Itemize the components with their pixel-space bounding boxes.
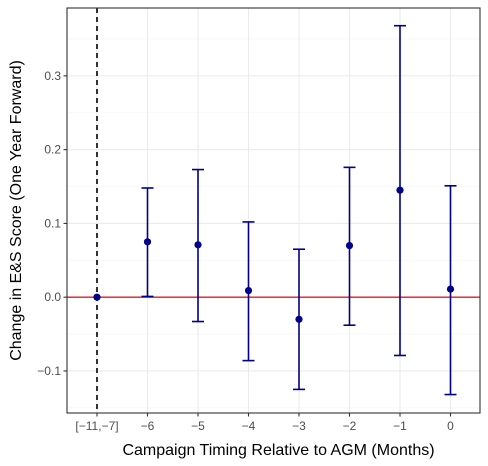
- x-axis-title: Campaign Timing Relative to AGM (Months): [122, 442, 434, 459]
- y-tick-label: 0.2: [44, 143, 61, 157]
- x-tick-label: [−11,−7]: [75, 419, 118, 433]
- x-tick-label: −3: [292, 419, 306, 433]
- estimate-point: [446, 285, 455, 293]
- estimate-point: [396, 186, 404, 194]
- y-axis-title: Change in E&S Score (One Year Forward): [8, 60, 25, 361]
- estimate-point: [93, 293, 101, 301]
- y-axis-ticks: −0.1 0.0 0.1 0.2 0.3: [37, 69, 67, 378]
- y-tick-label: 0.1: [44, 216, 61, 230]
- y-tick-label: 0.0: [44, 290, 61, 304]
- estimate-point: [295, 315, 303, 323]
- x-tick-label: 0: [447, 419, 454, 433]
- x-tick-label: −2: [343, 419, 357, 433]
- panel-background: [67, 8, 480, 413]
- estimate-point: [345, 241, 354, 250]
- x-tick-label: −1: [393, 419, 407, 433]
- panel-border: [66, 7, 481, 414]
- reference-lines: [67, 8, 480, 413]
- data-marks: [93, 24, 457, 396]
- estimate-point: [244, 286, 253, 295]
- y-tick-label: 0.3: [44, 69, 61, 83]
- grid: [67, 8, 480, 413]
- y-tick-label: −0.1: [37, 364, 61, 378]
- x-axis-ticks: [−11,−7] −6 −5 −4 −3 −2 −1 0: [75, 413, 454, 433]
- estimate-point: [143, 238, 152, 246]
- x-tick-label: −5: [191, 419, 205, 433]
- x-tick-label: −4: [242, 419, 256, 433]
- x-tick-label: −6: [141, 419, 155, 433]
- estimate-point: [194, 241, 202, 249]
